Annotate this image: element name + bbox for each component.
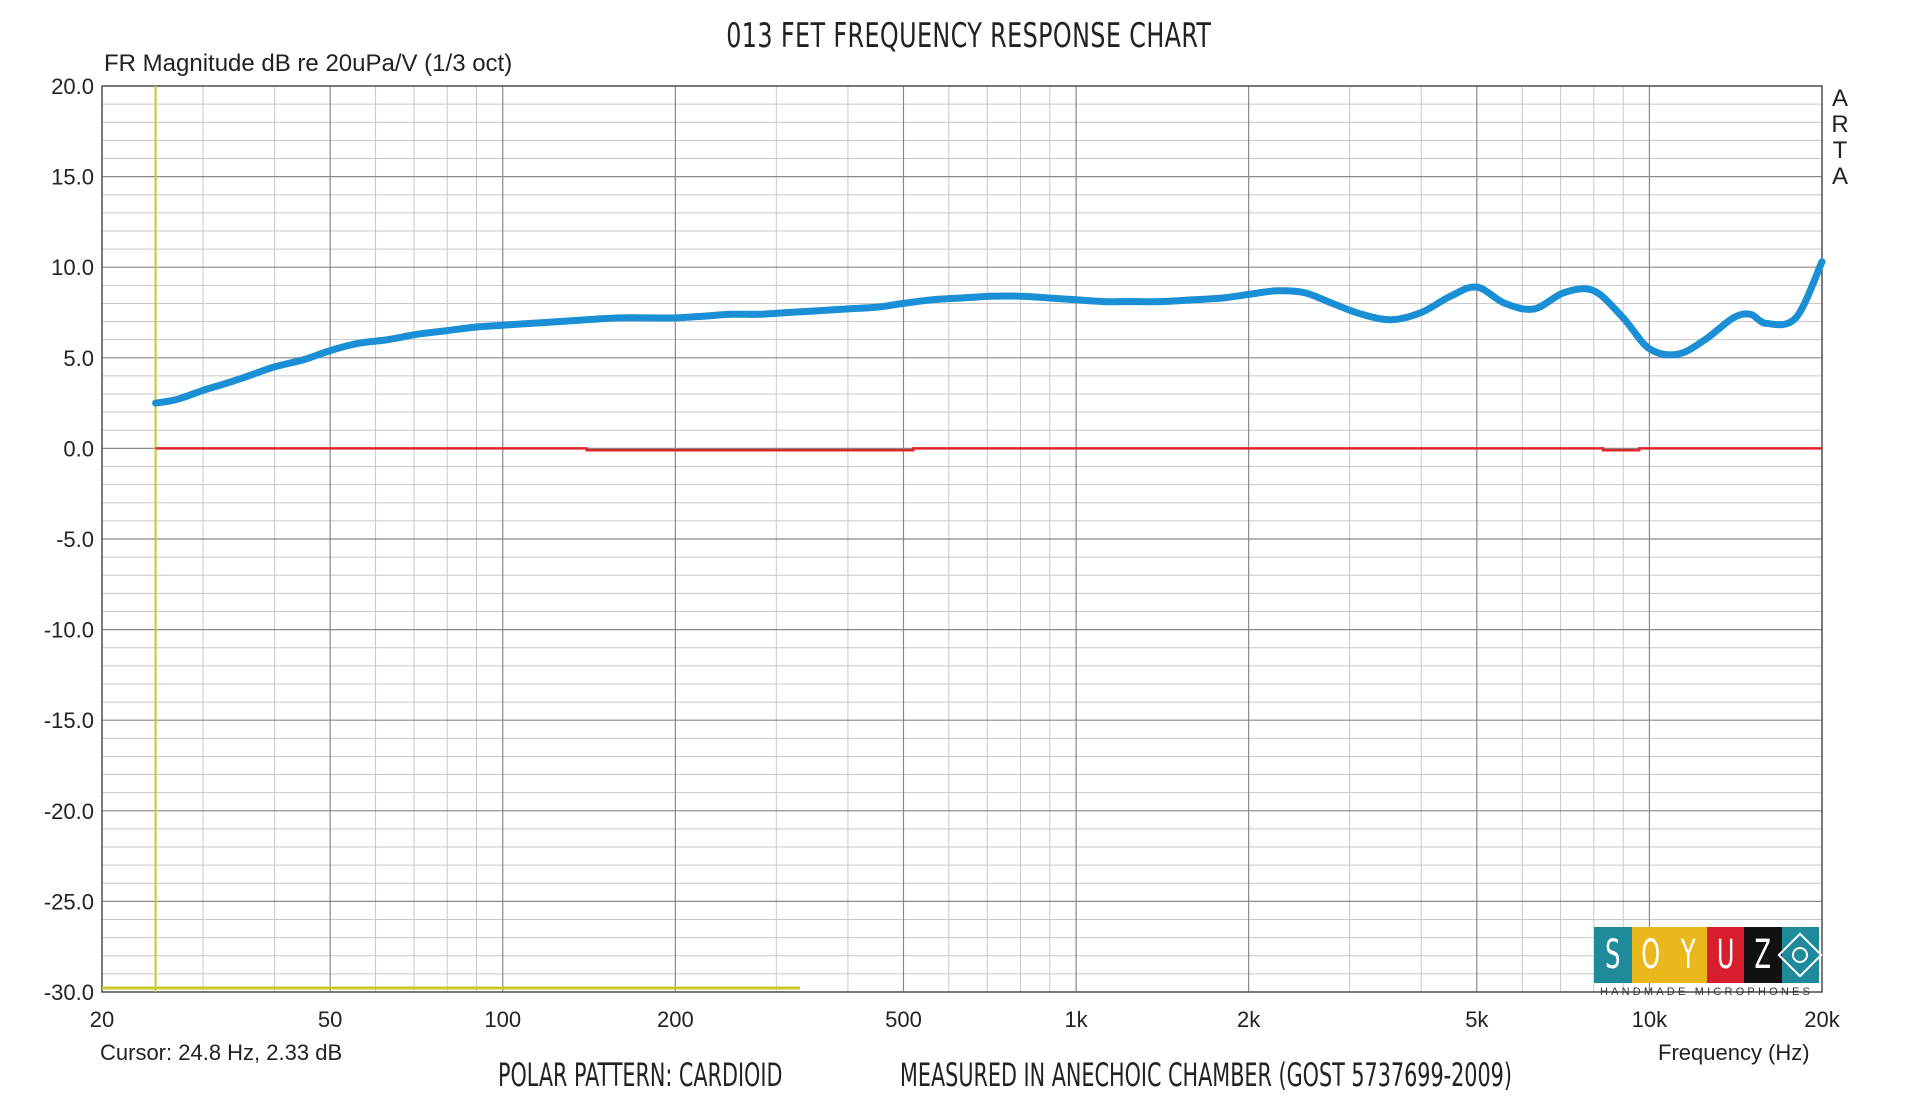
logo-letters: S O Y U Z [1594, 927, 1823, 983]
logo-subtitle: HANDMADE MICROPHONES [1599, 986, 1814, 998]
x-axis-label: Frequency (Hz) [1658, 1040, 1810, 1065]
y-tick-label: -20.0 [44, 799, 94, 824]
y-tick-label: -25.0 [44, 889, 94, 914]
soyuz-logo: S O Y U Z HANDMADE MICROPHONES [1594, 927, 1823, 998]
x-tick-label: 2k [1237, 1007, 1261, 1032]
y-tick-label: -15.0 [44, 708, 94, 733]
y-tick-label: -5.0 [56, 527, 94, 552]
logo-letter-y: Y [1669, 927, 1707, 983]
chart-title: 013 FET FREQUENCY RESPONSE CHART [726, 16, 1212, 56]
y-tick-label: 5.0 [63, 346, 94, 371]
reference-line [155, 447, 1822, 452]
y-tick-label: -30.0 [44, 980, 94, 1005]
logo-letter-u: U [1706, 927, 1744, 983]
x-tick-label: 20 [90, 1007, 114, 1032]
y-tick-label: -10.0 [44, 618, 94, 643]
cursor-readout: Cursor: 24.8 Hz, 2.33 dB [100, 1040, 343, 1065]
x-tick-label: 20k [1804, 1007, 1840, 1032]
x-tick-label: 1k [1064, 1007, 1088, 1032]
y-tick-label: 0.0 [63, 436, 94, 461]
x-tick-label: 5k [1465, 1007, 1489, 1032]
watermark-letter: R [1831, 111, 1849, 138]
arta-watermark: A R T A [1830, 86, 1850, 190]
measurement-note: MEASURED IN ANECHOIC CHAMBER (GOST 57376… [900, 1056, 1512, 1094]
logo-letter-s: S [1594, 927, 1632, 983]
x-tick-label: 500 [885, 1007, 922, 1032]
y-tick-label: 10.0 [51, 255, 94, 280]
logo-letter-o: O [1631, 927, 1669, 983]
y-tick-label: 15.0 [51, 165, 94, 190]
x-tick-label: 200 [657, 1007, 694, 1032]
logo-emblem-icon [1777, 927, 1823, 983]
x-tick-label: 10k [1632, 1007, 1668, 1032]
y-tick-label: 20.0 [51, 74, 94, 99]
logo-letter-z: Z [1744, 927, 1782, 983]
watermark-letter: A [1831, 85, 1848, 112]
polar-pattern-note: POLAR PATTERN: CARDIOID [498, 1056, 783, 1094]
watermark-letter: T [1832, 137, 1848, 164]
x-tick-label: 50 [318, 1007, 342, 1032]
y-axis-label: FR Magnitude dB re 20uPa/V (1/3 oct) [104, 50, 513, 77]
x-tick-label: 100 [484, 1007, 521, 1032]
plot-border [101, 85, 1823, 993]
watermark-letter: A [1831, 163, 1848, 190]
